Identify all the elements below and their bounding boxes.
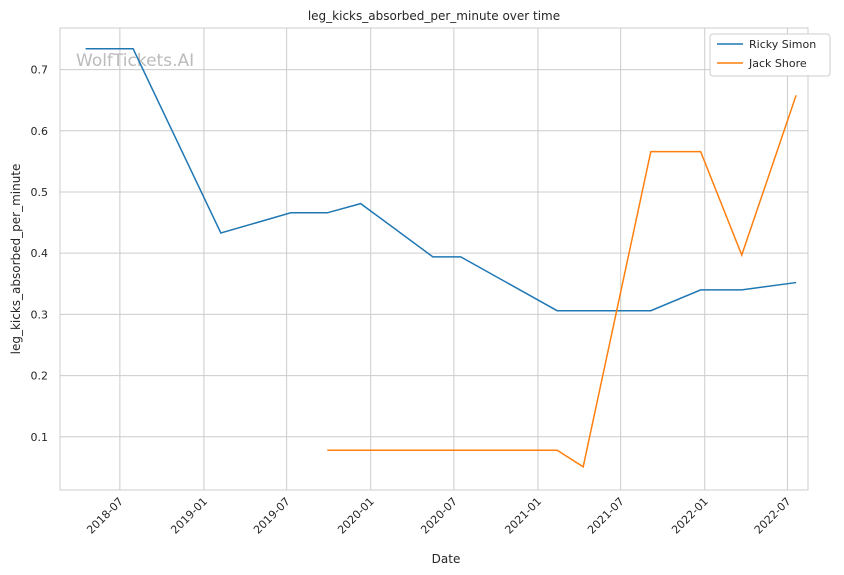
- x-tick-label: 2021-01: [502, 495, 544, 537]
- chart-title: leg_kicks_absorbed_per_minute over time: [308, 9, 560, 23]
- y-tick-label: 0.5: [31, 186, 49, 199]
- legend-label: Jack Shore: [748, 57, 807, 70]
- x-tick-label: 2020-07: [418, 495, 460, 537]
- y-tick-label: 0.3: [31, 308, 49, 321]
- y-axis-label: leg_kicks_absorbed_per_minute: [9, 164, 23, 355]
- x-tick-label: 2019-01: [168, 495, 210, 537]
- grid: [60, 28, 808, 490]
- x-axis-label: Date: [432, 552, 461, 566]
- series-line-ricky-simon: [85, 48, 797, 312]
- ticks: 0.1 0.2 0.3 0.4 0.5 0.6 0.7 2018-07 2019-01 2019-…: [31, 64, 794, 537]
- series-lines: [85, 48, 797, 468]
- x-tick-label: 2021-07: [585, 495, 627, 537]
- y-tick-label: 0.7: [31, 64, 49, 77]
- plot-frame: [59, 27, 809, 491]
- x-tick-label: 2022-07: [752, 495, 794, 537]
- y-tick-label: 0.1: [31, 431, 49, 444]
- watermark: WolfTickets.AI: [76, 51, 194, 71]
- legend: Ricky Simon Jack Shore: [709, 33, 831, 77]
- x-tick-label: 2018-07: [84, 495, 126, 537]
- y-tick-label: 0.4: [31, 247, 49, 260]
- legend-label: Ricky Simon: [749, 38, 816, 51]
- series-line-jack-shore: [327, 95, 797, 468]
- x-tick-label: 2019-07: [251, 495, 293, 537]
- x-tick-label: 2020-01: [335, 495, 377, 537]
- y-tick-label: 0.2: [31, 370, 49, 383]
- x-tick-label: 2022-01: [669, 495, 711, 537]
- y-tick-label: 0.6: [31, 125, 49, 138]
